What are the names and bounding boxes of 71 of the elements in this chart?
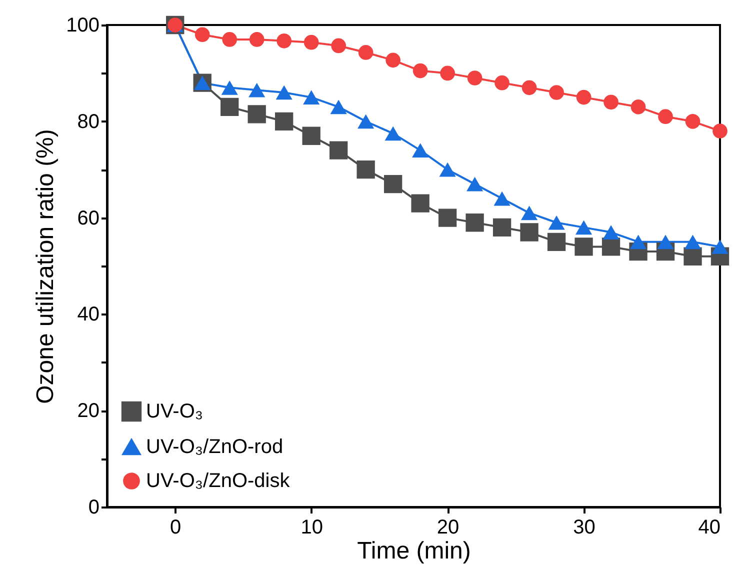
x-tick-label: 30 xyxy=(573,516,596,538)
point xyxy=(356,160,375,179)
y-tick-label: 100 xyxy=(66,14,100,36)
point xyxy=(494,191,510,206)
point xyxy=(712,124,728,138)
point xyxy=(574,238,593,256)
x-tick-label: 0 xyxy=(170,516,182,538)
point xyxy=(492,218,512,237)
point xyxy=(386,52,400,68)
x-tick-label: 20 xyxy=(436,516,460,538)
point xyxy=(467,70,482,86)
point xyxy=(331,38,346,54)
point xyxy=(440,66,455,81)
x-tick-label: 40 xyxy=(698,516,720,538)
y-tick-label: 80 xyxy=(77,110,100,133)
point xyxy=(657,234,674,250)
legend-label: UV-O₃/ZnO-rod xyxy=(146,436,284,458)
point xyxy=(604,94,618,110)
point xyxy=(548,215,565,230)
x-axis-title: Time (min) xyxy=(357,538,471,564)
point xyxy=(630,100,646,114)
point xyxy=(575,220,592,235)
y-tick-label: 0 xyxy=(88,496,100,518)
point xyxy=(602,238,620,256)
point xyxy=(522,80,537,96)
point xyxy=(658,109,673,124)
point xyxy=(248,82,266,98)
point xyxy=(276,34,292,48)
y-tick-label: 40 xyxy=(77,304,100,326)
point xyxy=(494,75,510,90)
legend-label: UV-O₃/ZnO-disk xyxy=(146,470,291,492)
y-tick-label: 20 xyxy=(77,400,100,422)
point xyxy=(303,90,320,104)
point xyxy=(712,240,728,254)
point xyxy=(220,98,239,116)
point xyxy=(466,176,484,192)
point xyxy=(221,80,238,95)
point xyxy=(304,34,319,50)
point xyxy=(520,223,538,242)
point xyxy=(302,126,320,145)
point xyxy=(329,141,348,160)
point xyxy=(248,105,266,124)
point xyxy=(330,100,347,114)
point xyxy=(520,206,538,220)
point xyxy=(276,85,292,100)
point xyxy=(384,126,402,141)
point xyxy=(384,174,402,194)
point xyxy=(411,194,430,212)
point xyxy=(275,112,294,130)
point xyxy=(466,214,484,232)
point xyxy=(358,114,374,129)
point xyxy=(630,234,647,250)
point xyxy=(412,143,429,158)
point xyxy=(549,85,564,100)
point xyxy=(249,32,264,47)
legend-label: UV-O₃ xyxy=(146,400,204,422)
point xyxy=(222,32,238,47)
point xyxy=(685,114,700,129)
point xyxy=(602,225,620,240)
point xyxy=(194,27,210,42)
point xyxy=(576,90,592,105)
point xyxy=(684,247,702,266)
point xyxy=(684,234,702,250)
y-tick-label: 60 xyxy=(77,207,100,230)
x-tick-label: 10 xyxy=(300,516,323,538)
point xyxy=(358,45,374,60)
point xyxy=(412,63,428,78)
point xyxy=(439,162,456,177)
point xyxy=(438,208,457,227)
y-axis-title: Ozone utilization ratio (%) xyxy=(32,129,60,404)
point xyxy=(547,232,566,251)
